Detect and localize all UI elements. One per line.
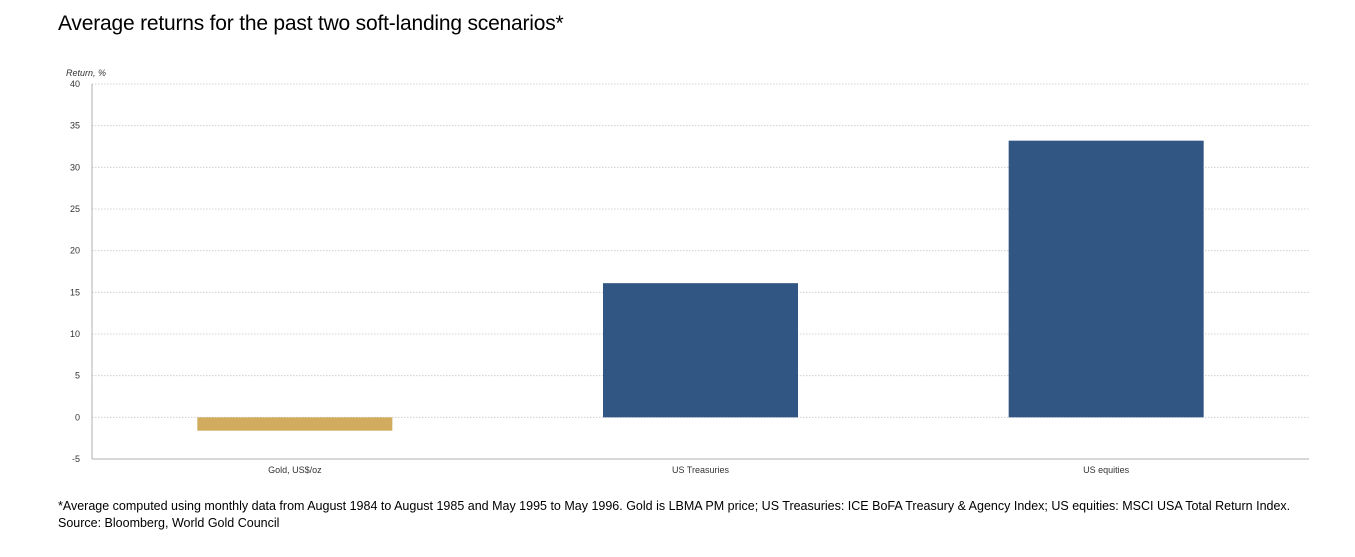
x-axis-categories: Gold, US$/oz US Treasuries US equities — [268, 465, 1130, 475]
y-tick-label: 20 — [70, 246, 80, 256]
footnote: *Average computed using monthly data fro… — [58, 498, 1290, 532]
x-category-label: Gold, US$/oz — [268, 465, 322, 475]
bar-chart: Return, % -5 0 5 10 15 20 25 30 35 40 Gold, US$/o… — [66, 68, 1309, 475]
chart-title: Average returns for the past two soft-la… — [58, 12, 564, 35]
y-tick-label: 25 — [70, 204, 80, 214]
footnote-text: *Average computed using monthly data fro… — [58, 499, 1291, 513]
bar — [1008, 140, 1204, 418]
y-tick-label: 5 — [75, 371, 80, 381]
x-category-label: US equities — [1083, 465, 1130, 475]
y-tick-label: 0 — [75, 412, 80, 422]
bar — [197, 417, 393, 431]
bar — [603, 283, 798, 418]
source-text: Source: Bloomberg, World Gold Council — [58, 516, 280, 530]
y-axis-ticks: -5 0 5 10 15 20 25 30 35 40 — [70, 79, 80, 464]
y-tick-label: 40 — [70, 79, 80, 89]
x-category-label: US Treasuries — [672, 465, 730, 475]
y-tick-label: 10 — [70, 329, 80, 339]
axes — [91, 84, 1309, 460]
y-tick-label: 15 — [70, 287, 80, 297]
y-tick-label: -5 — [72, 454, 80, 464]
y-tick-label: 35 — [70, 121, 80, 131]
y-axis-label: Return, % — [66, 68, 106, 78]
bars — [197, 140, 1204, 431]
y-tick-label: 30 — [70, 162, 80, 172]
